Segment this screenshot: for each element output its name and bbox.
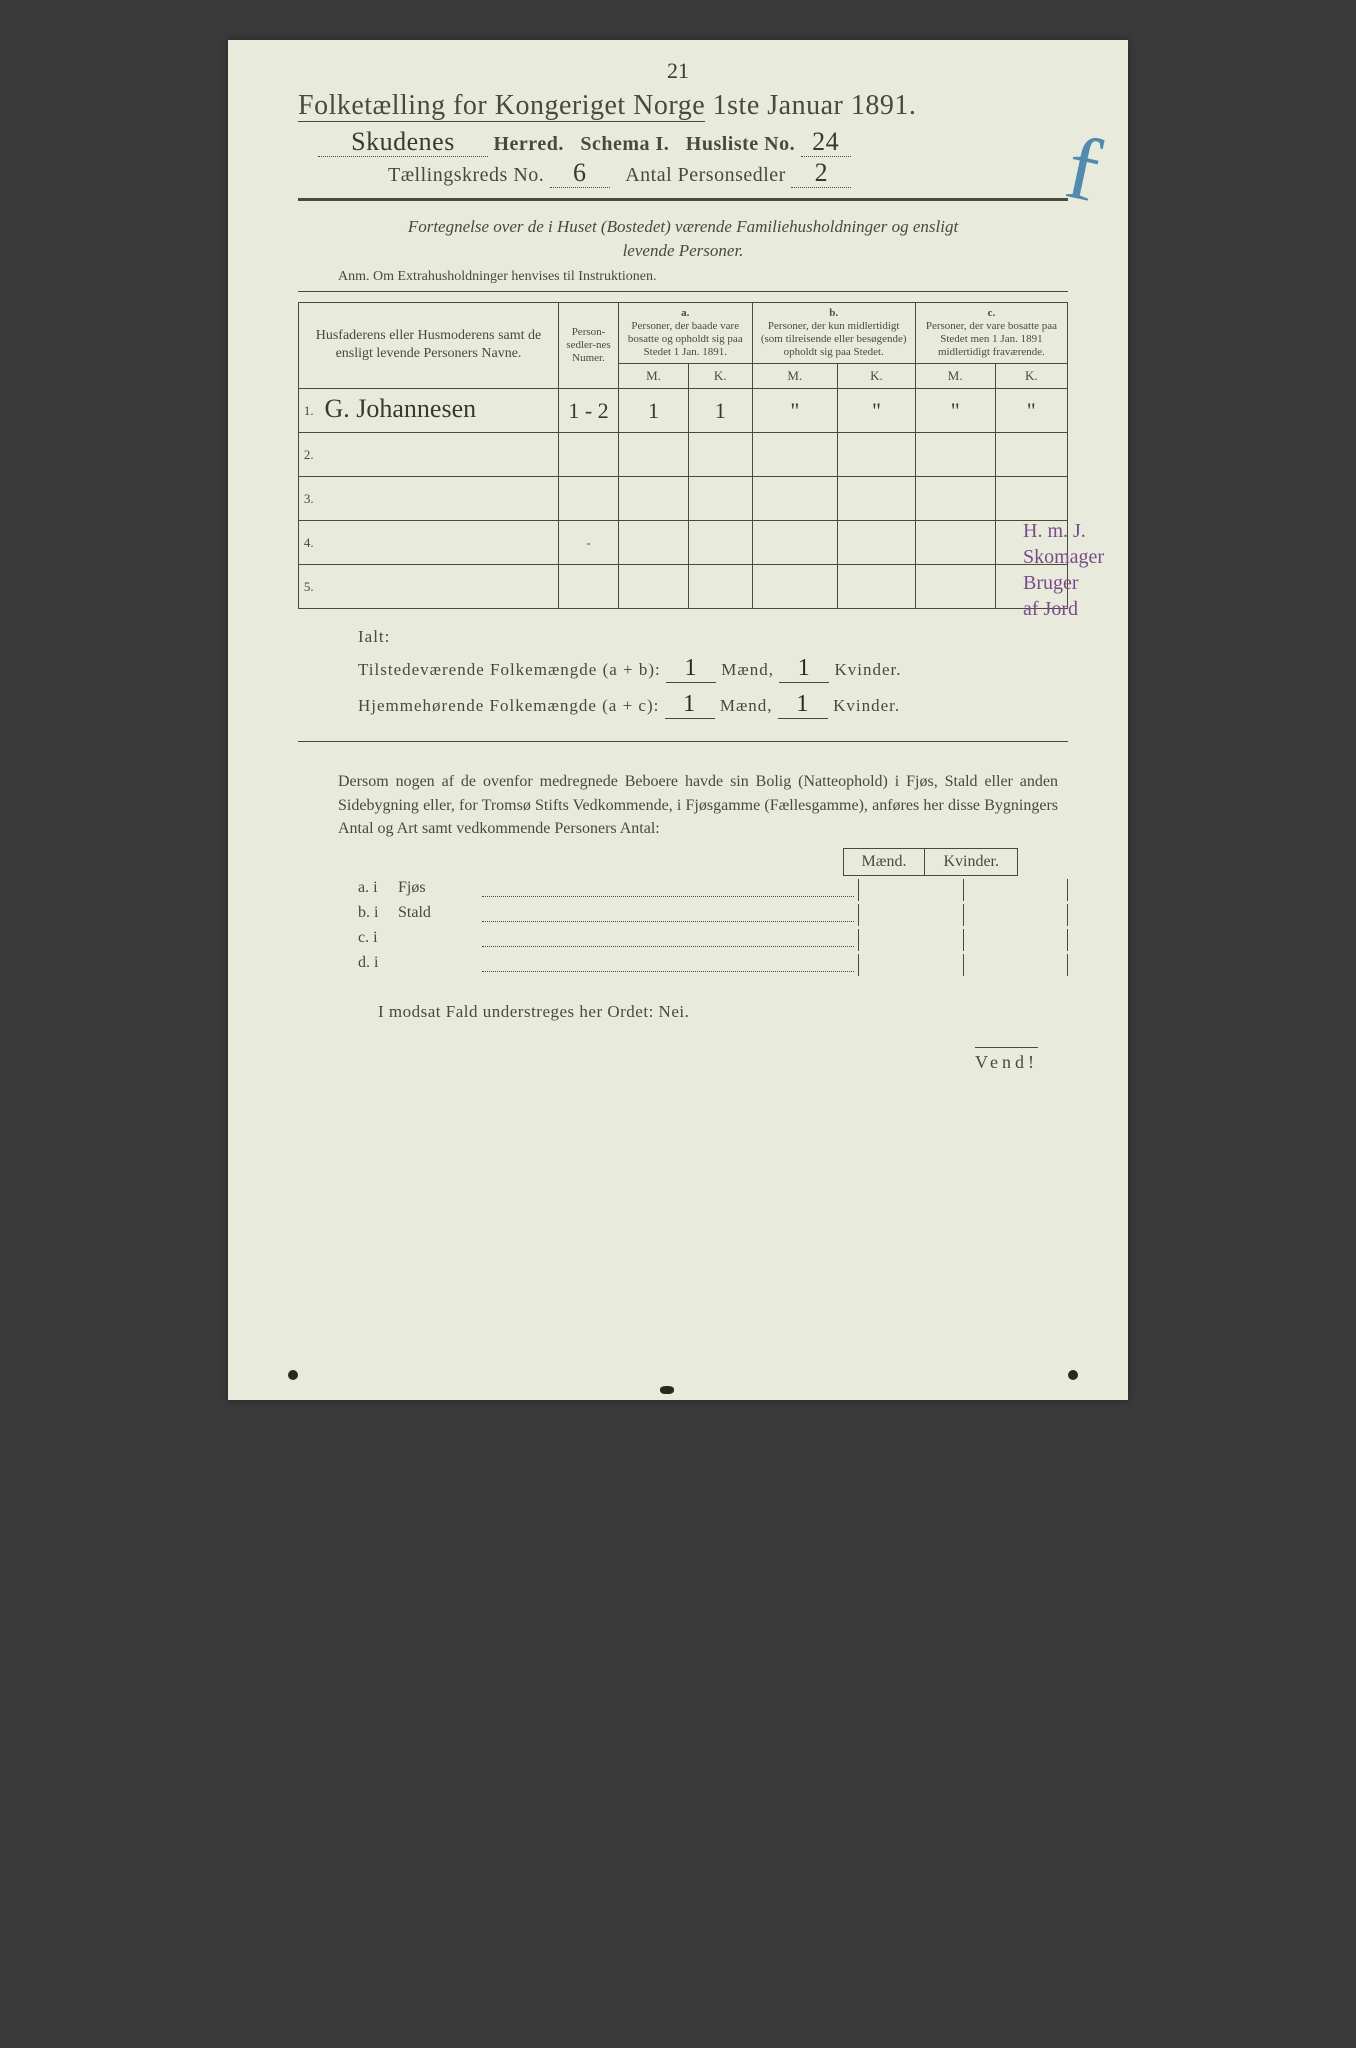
- page-number: 21: [667, 58, 689, 84]
- hjemmehoerende-row: Hjemmehørende Folkemængde (a + c): 1 Mæn…: [358, 691, 1068, 719]
- divider-thin: [298, 291, 1068, 292]
- divider-thin: [298, 741, 1068, 742]
- mk-header: Mænd.Kvinder.: [298, 848, 1068, 876]
- bldg-row: b. i Stald: [358, 904, 1068, 926]
- bldg-row: a. i Fjøs: [358, 879, 1068, 901]
- ink-blot: [288, 1370, 298, 1380]
- tilstedevaerende-row: Tilstedeværende Folkemængde (a + b): 1 M…: [358, 655, 1068, 683]
- intro-text: Fortegnelse over de i Huset (Bostedet) v…: [298, 215, 1068, 263]
- herred-value: Skudenes: [351, 127, 455, 156]
- col-name: Husfaderens eller Husmoderens samt de en…: [299, 302, 559, 389]
- table-row: 1. G. Johannesen 1 - 2 1 1 " " " ": [299, 389, 1068, 433]
- ink-blot: [1068, 1370, 1078, 1380]
- divider: [298, 198, 1068, 201]
- col-b: b. Personer, der kun midlertidigt (som t…: [752, 302, 915, 364]
- main-table: Husfaderens eller Husmoderens samt de en…: [298, 302, 1068, 610]
- bldg-row: d. i: [358, 954, 1068, 976]
- anm-note: Anm. Om Extrahusholdninger henvises til …: [338, 269, 1068, 285]
- col-pnum: Person-sedler-nes Numer.: [559, 302, 619, 389]
- table-row: 2.: [299, 433, 1068, 477]
- vend-label: Vend!: [298, 1052, 1068, 1073]
- kreds-line: Tællingskreds No. 6 Antal Personsedler 2: [388, 163, 1068, 188]
- totals-block: Ialt: Tilstedeværende Folkemængde (a + b…: [358, 627, 1068, 719]
- form-title: Folketælling for Kongeriget Norge 1ste J…: [298, 90, 1068, 122]
- table-row: 3.: [299, 477, 1068, 521]
- margin-annotation: H. m. J. Skomager Bruger af Jord: [1023, 518, 1118, 622]
- row1-name: G. Johannesen: [325, 394, 477, 423]
- census-form-page: 21 Folketælling for Kongeriget Norge 1st…: [228, 40, 1128, 1400]
- herred-line: Skudenes Herred. Schema I. Husliste No. …: [318, 132, 1068, 157]
- bldg-row: c. i: [358, 929, 1068, 951]
- col-c: c. Personer, der vare bosatte paa Stedet…: [915, 302, 1067, 364]
- husliste-value: 24: [812, 127, 839, 156]
- col-a: a. Personer, der baade vare bosatte og o…: [619, 302, 753, 364]
- antal-value: 2: [815, 158, 829, 187]
- ink-blot: [660, 1386, 674, 1394]
- building-paragraph: Dersom nogen af de ovenfor medregnede Be…: [338, 770, 1058, 840]
- table-row: 4. -: [299, 521, 1068, 565]
- table-row: 5.: [299, 565, 1068, 609]
- nei-line: I modsat Fald understreges her Ordet: Ne…: [378, 1002, 1068, 1022]
- kreds-value: 6: [573, 158, 587, 187]
